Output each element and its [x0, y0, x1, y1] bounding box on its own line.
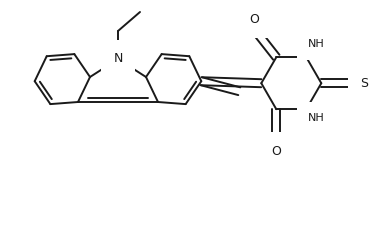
- Text: NH: NH: [308, 39, 325, 49]
- Text: O: O: [271, 145, 281, 158]
- Text: O: O: [249, 13, 259, 26]
- Text: N: N: [113, 52, 123, 65]
- Text: S: S: [360, 77, 368, 90]
- Text: H: H: [310, 48, 318, 58]
- Text: NH: NH: [308, 113, 325, 123]
